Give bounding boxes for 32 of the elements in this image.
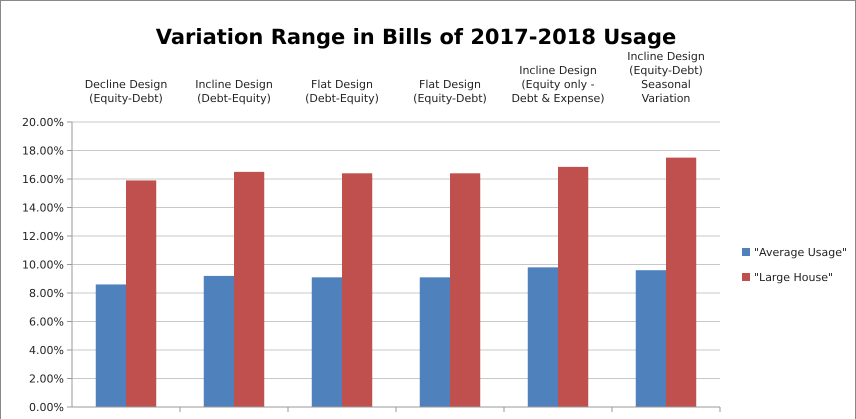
- bar: [558, 166, 588, 407]
- y-tick-label: 2.00%: [29, 372, 64, 386]
- x-tick-label: Incline Design (Equity only - Debt & Expense): [511, 64, 605, 105]
- bar: [204, 276, 234, 407]
- y-tick-label: 6.00%: [29, 315, 64, 328]
- bar: [312, 277, 342, 407]
- y-tick-label: 14.00%: [22, 201, 64, 214]
- x-tick-label: Incline Design (Equity-Debt) Seasonal Variation: [627, 50, 705, 105]
- legend-label: "Large House": [754, 270, 834, 284]
- y-tick-label: 16.00%: [22, 172, 64, 186]
- y-tick-label: 0.00%: [29, 400, 64, 414]
- y-tick-label: 4.00%: [29, 344, 64, 357]
- bar: [450, 173, 480, 407]
- x-tick-label: Flat Design (Equity-Debt): [413, 78, 487, 105]
- legend-label: "Average Usage": [754, 246, 848, 259]
- y-tick-label: 10.00%: [22, 258, 64, 272]
- bar: [528, 267, 558, 407]
- y-tick-label: 12.00%: [22, 230, 64, 243]
- bar: [96, 284, 126, 407]
- x-tick-label: Incline Design (Debt-Equity): [195, 78, 273, 105]
- x-tick-label: Flat Design (Debt-Equity): [305, 78, 379, 105]
- bar: [636, 270, 666, 407]
- y-tick-label: 8.00%: [29, 286, 64, 300]
- bar: [234, 172, 264, 407]
- chart-title: Variation Range in Bills of 2017-2018 Usage: [156, 25, 676, 49]
- y-tick-label: 20.00%: [22, 116, 64, 129]
- bar: [342, 173, 372, 407]
- x-tick-label: Decline Design (Equity-Debt): [84, 78, 168, 105]
- y-tick-label: 18.00%: [22, 144, 64, 158]
- bar: [420, 277, 450, 407]
- bar: [126, 180, 156, 407]
- bar: [666, 158, 696, 407]
